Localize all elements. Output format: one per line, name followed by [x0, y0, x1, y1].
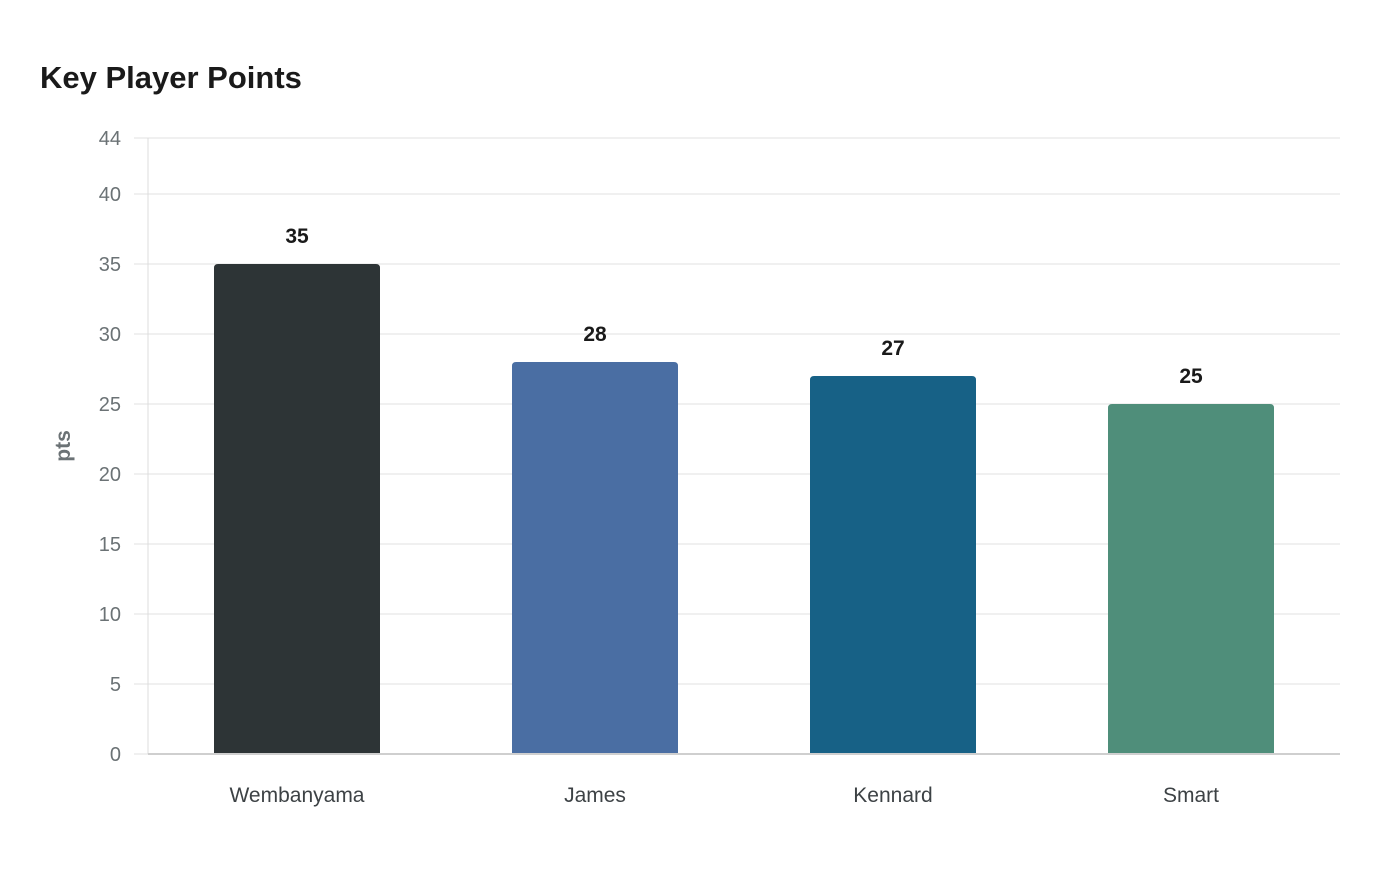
y-tick-label: 35 [99, 254, 121, 276]
y-tick-label: 0 [110, 744, 121, 766]
y-tick-label: 20 [99, 464, 121, 486]
bar-wembanyama [214, 264, 380, 754]
x-tick-label: Smart [1163, 784, 1219, 807]
y-tick-label: 25 [99, 394, 121, 416]
x-tick-label: Kennard [853, 784, 932, 807]
x-tick-label: Wembanyama [229, 784, 364, 807]
chart-title: Key Player Points [40, 60, 302, 95]
bar-james [512, 362, 678, 754]
y-tick-label: 30 [99, 324, 121, 346]
data-label: 28 [583, 323, 607, 346]
y-axis-label: pts [52, 430, 75, 462]
y-tick-label: 40 [99, 184, 121, 206]
x-tick-label: James [564, 784, 626, 807]
data-label: 25 [1179, 365, 1203, 388]
data-label: 27 [881, 337, 904, 360]
bar-kennard [810, 376, 976, 754]
bar-smart [1108, 404, 1274, 754]
y-tick-label: 44 [99, 128, 121, 150]
y-tick-label: 10 [99, 604, 121, 626]
y-tick-label: 15 [99, 534, 121, 556]
data-label: 35 [285, 225, 309, 248]
y-tick-label: 5 [110, 674, 121, 696]
